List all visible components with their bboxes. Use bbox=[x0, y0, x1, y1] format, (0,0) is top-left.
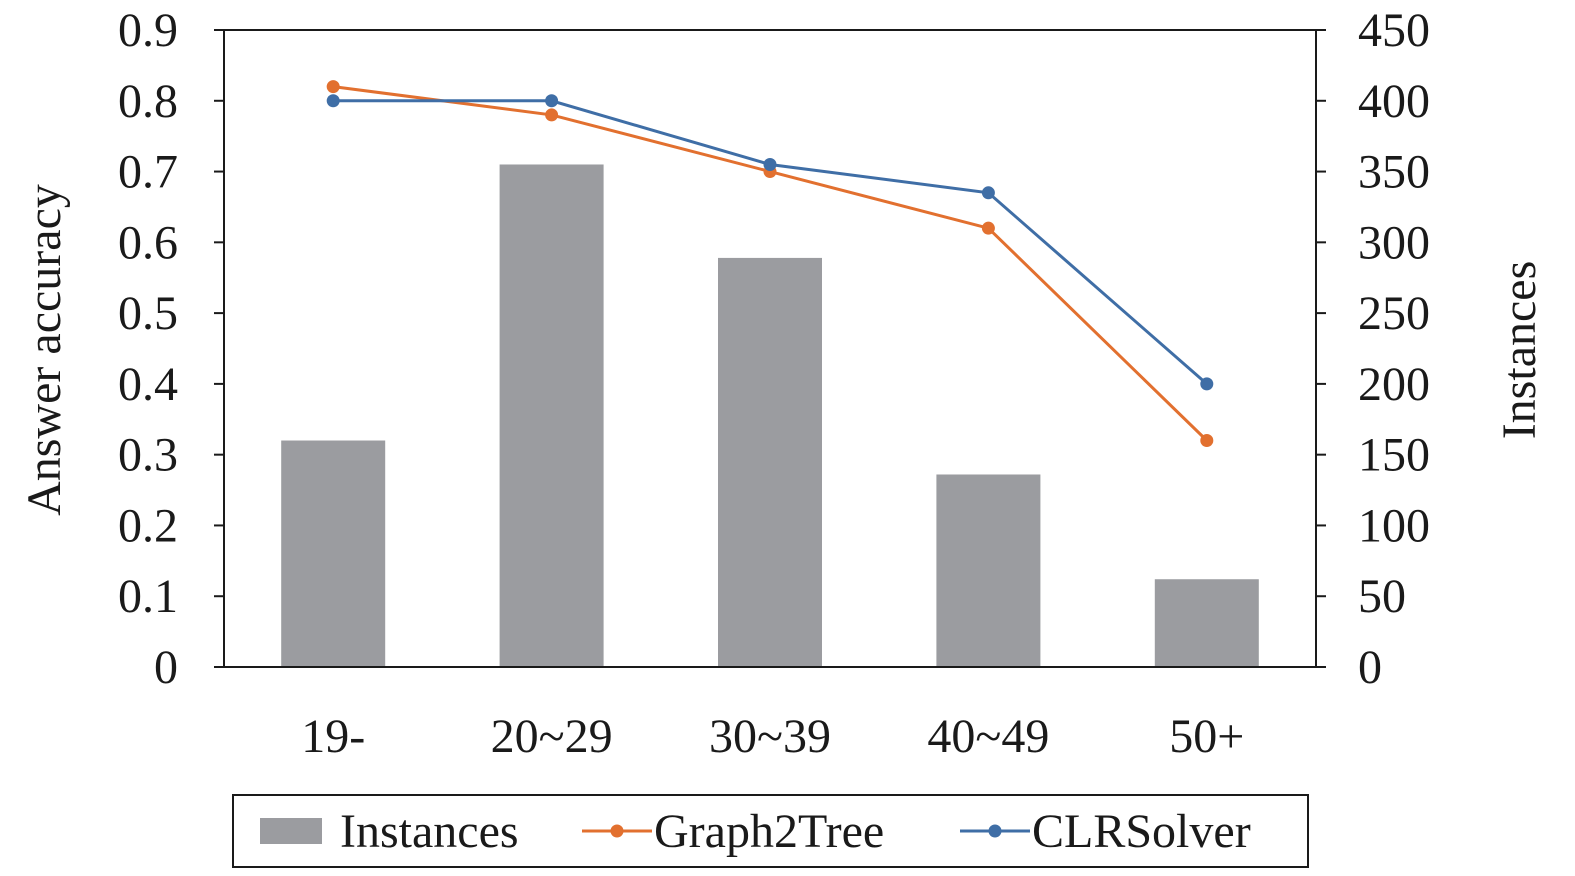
legend-marker-CLRSolver bbox=[988, 824, 1002, 838]
left-tick-label: 0.9 bbox=[118, 4, 178, 57]
right-tick-label: 0 bbox=[1358, 641, 1382, 694]
right-tick-label: 250 bbox=[1358, 287, 1430, 340]
left-tick-label: 0.7 bbox=[118, 146, 178, 199]
right-tick-label: 200 bbox=[1358, 358, 1430, 411]
legend: Instances Graph2Tree CLRSolver bbox=[232, 794, 1309, 868]
point-CLRSolver-19- bbox=[326, 94, 340, 108]
point-Graph2Tree-20~29 bbox=[545, 108, 559, 122]
legend-label-Instances: Instances bbox=[340, 805, 519, 858]
left-tick-label: 0.8 bbox=[118, 75, 178, 128]
x-tick-label: 30~39 bbox=[709, 710, 831, 763]
x-tick-label: 19- bbox=[301, 710, 365, 763]
point-CLRSolver-20~29 bbox=[545, 94, 559, 108]
right-tick-label: 400 bbox=[1358, 75, 1430, 128]
point-Graph2Tree-19- bbox=[326, 80, 340, 94]
x-axis: 19- 20~29 30~39 40~49 50+ bbox=[301, 710, 1244, 763]
right-tick-label: 450 bbox=[1358, 4, 1430, 57]
left-axis-title: Answer accuracy bbox=[18, 184, 71, 516]
plot-frame bbox=[223, 29, 1317, 668]
right-tick-label: 100 bbox=[1358, 499, 1430, 552]
x-tick-label: 20~29 bbox=[491, 710, 613, 763]
left-tick-label: 0.6 bbox=[118, 216, 178, 269]
legend-box bbox=[232, 794, 1309, 868]
bar-50+ bbox=[1154, 579, 1259, 667]
right-axis-title: Instances bbox=[1493, 261, 1546, 440]
right-tick-label: 350 bbox=[1358, 146, 1430, 199]
point-Graph2Tree-50+ bbox=[1200, 434, 1214, 448]
right-tick-label: 150 bbox=[1358, 429, 1430, 482]
right-tick-label: 300 bbox=[1358, 216, 1430, 269]
left-tick-label: 0.4 bbox=[118, 358, 178, 411]
legend-marker-Graph2Tree bbox=[610, 824, 624, 838]
legend-label-Graph2Tree: Graph2Tree bbox=[654, 805, 884, 858]
right-tick-label: 50 bbox=[1358, 570, 1406, 623]
right-y-axis: 0 50 100 150 200 250 300 350 400 450 bbox=[1316, 4, 1430, 694]
bar-19- bbox=[281, 440, 386, 667]
point-Graph2Tree-40~49 bbox=[981, 221, 995, 235]
point-CLRSolver-40~49 bbox=[981, 186, 995, 200]
legend-swatch-Instances bbox=[260, 818, 322, 844]
left-y-axis: 0 0.1 0.2 0.3 0.4 0.5 0.6 0.7 0.8 0.9 bbox=[118, 4, 224, 694]
bar-30~39 bbox=[718, 257, 822, 667]
x-tick-label: 40~49 bbox=[927, 710, 1049, 763]
left-tick-label: 0.1 bbox=[118, 570, 178, 623]
left-tick-label: 0 bbox=[154, 641, 178, 694]
point-CLRSolver-30~39 bbox=[763, 157, 777, 171]
left-tick-label: 0.3 bbox=[118, 429, 178, 482]
bar-40~49 bbox=[936, 474, 1041, 667]
point-CLRSolver-50+ bbox=[1200, 377, 1214, 391]
plot-area bbox=[223, 29, 1317, 668]
left-tick-label: 0.5 bbox=[118, 287, 178, 340]
left-tick-label: 0.2 bbox=[118, 499, 178, 552]
x-tick-label: 50+ bbox=[1169, 710, 1244, 763]
bar-20~29 bbox=[499, 164, 604, 667]
legend-label-CLRSolver: CLRSolver bbox=[1032, 805, 1251, 858]
